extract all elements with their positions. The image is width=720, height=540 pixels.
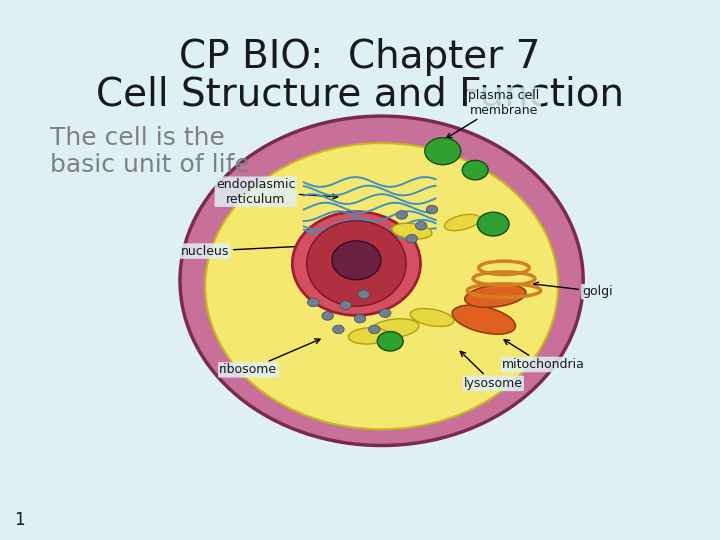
Text: CP BIO:  Chapter 7: CP BIO: Chapter 7 (179, 38, 541, 76)
Circle shape (333, 325, 344, 334)
Text: plasma cell
membrane: plasma cell membrane (446, 89, 539, 138)
Ellipse shape (307, 221, 406, 306)
Text: ribosome: ribosome (220, 339, 320, 376)
Text: The cell is the: The cell is the (50, 126, 225, 150)
Ellipse shape (180, 116, 583, 446)
Ellipse shape (452, 305, 516, 334)
Circle shape (415, 221, 427, 230)
Text: Cell Structure and Function: Cell Structure and Function (96, 76, 624, 113)
Text: 1: 1 (14, 511, 25, 529)
Circle shape (369, 325, 380, 334)
Circle shape (322, 312, 333, 320)
Ellipse shape (392, 223, 432, 239)
Circle shape (354, 314, 366, 323)
Ellipse shape (465, 285, 526, 307)
Circle shape (425, 138, 461, 165)
Circle shape (477, 212, 509, 236)
Circle shape (377, 332, 403, 351)
Text: mitochondria: mitochondria (502, 340, 585, 371)
Circle shape (396, 211, 408, 219)
Ellipse shape (444, 214, 480, 231)
Circle shape (358, 290, 369, 299)
Circle shape (379, 309, 391, 318)
Ellipse shape (205, 143, 558, 429)
Ellipse shape (410, 308, 454, 327)
Ellipse shape (332, 241, 381, 280)
Ellipse shape (370, 319, 419, 338)
Circle shape (406, 234, 418, 243)
Circle shape (462, 160, 488, 180)
Circle shape (307, 298, 319, 307)
Text: basic unit of life: basic unit of life (50, 153, 251, 177)
Text: golgi: golgi (534, 282, 613, 298)
Text: endoplasmic
reticulum: endoplasmic reticulum (216, 178, 338, 206)
Ellipse shape (292, 212, 420, 315)
Ellipse shape (348, 328, 389, 344)
Circle shape (426, 205, 438, 214)
Circle shape (340, 301, 351, 309)
Text: lysosome: lysosome (460, 352, 523, 390)
Text: nucleus: nucleus (181, 244, 309, 258)
